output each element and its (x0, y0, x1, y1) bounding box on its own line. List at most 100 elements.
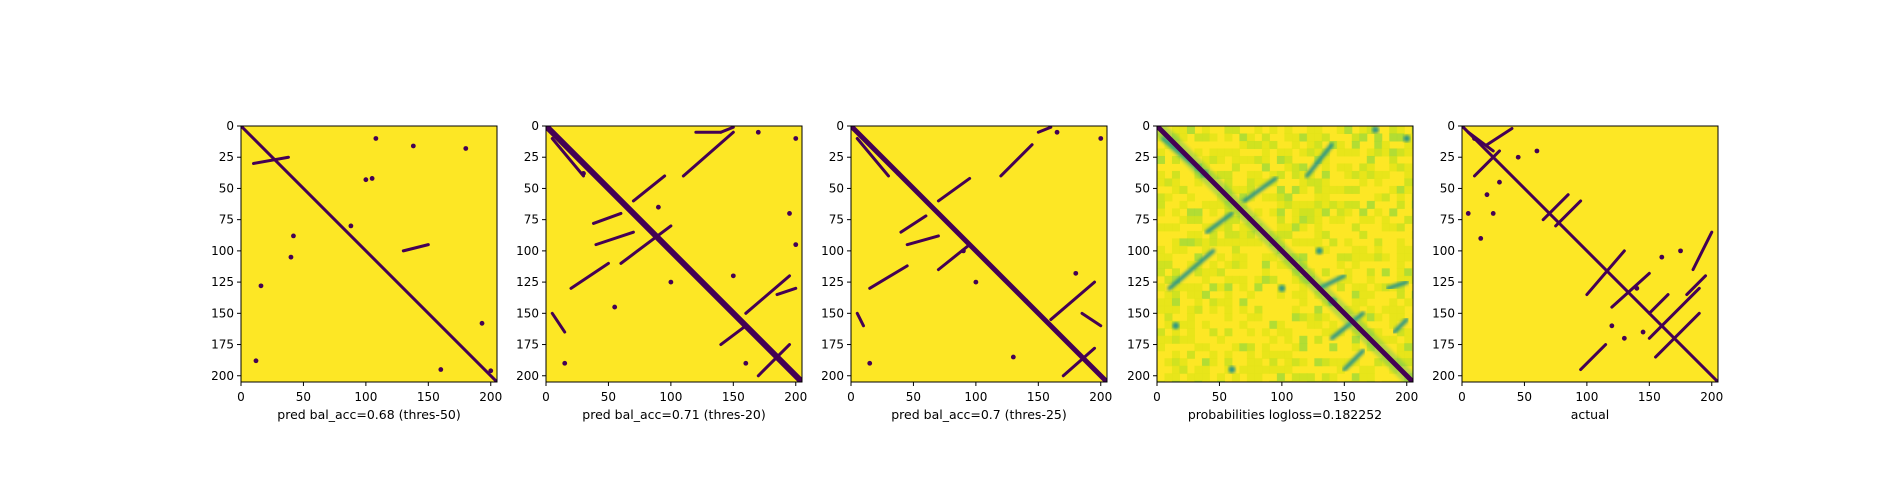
prob-cell (1276, 328, 1285, 337)
prob-cell (1336, 215, 1345, 224)
prob-cell (1171, 268, 1180, 277)
prob-cell (1321, 208, 1330, 217)
prob-cell (1239, 193, 1248, 202)
prob-cell (1224, 290, 1233, 299)
prob-cell (1231, 230, 1240, 239)
prob-cell (1239, 133, 1248, 142)
prob-cell (1216, 283, 1225, 292)
prob-cell (1321, 313, 1330, 322)
prob-cell (1359, 126, 1368, 134)
contact-blob (1073, 270, 1079, 276)
prob-cell (1306, 148, 1315, 157)
heatmap-cells (851, 126, 1107, 382)
prob-cell (1276, 215, 1285, 224)
prob-cell (1276, 185, 1285, 194)
contact-streak (591, 211, 623, 225)
contact-streak (1585, 249, 1626, 297)
contact-blob (787, 211, 792, 216)
x-tick-label: 50 (1517, 390, 1532, 404)
contact-blob (1634, 285, 1640, 291)
prob-cell (1366, 163, 1375, 172)
x-axis-label: pred bal_acc=0.68 (thres-50) (277, 407, 460, 422)
prob-cell (1299, 170, 1308, 179)
prob-cell (1261, 268, 1270, 277)
y-tick-label: 50 (829, 181, 844, 195)
prob-cell (1186, 260, 1195, 269)
prob-cell (1179, 365, 1188, 374)
prob-cell (1157, 208, 1165, 217)
prob-cell (1404, 350, 1413, 359)
prob-cell (1396, 193, 1405, 202)
prob-cell (1224, 178, 1233, 187)
contact-blob (291, 233, 296, 239)
prob-cell (1246, 350, 1255, 359)
contact-blob (612, 304, 618, 310)
prob-cell (1276, 260, 1285, 269)
prob-cell (1254, 126, 1263, 134)
prob-cell (1224, 148, 1233, 157)
prob-cell (1201, 275, 1210, 284)
heatmap-cells (1157, 126, 1413, 382)
prob-cell (1291, 373, 1300, 382)
prob-cell (1276, 320, 1285, 329)
prob-cell (1164, 275, 1173, 284)
prob-cell (1246, 170, 1255, 179)
prob-cell (1291, 290, 1300, 299)
prob-cell (1246, 140, 1255, 149)
prob-cell (1404, 215, 1413, 224)
prob-cell (1194, 283, 1203, 292)
prob-cell (1306, 178, 1315, 187)
prob-cell (1224, 313, 1233, 322)
contact-blob (1678, 248, 1683, 254)
contact-blob (793, 136, 799, 141)
contact-streak (1080, 311, 1103, 328)
prob-cell (1336, 253, 1345, 262)
prob-cell (1186, 313, 1195, 322)
contact-streak (1036, 126, 1053, 134)
prob-cell (1396, 163, 1405, 172)
prob-cell (1389, 148, 1398, 157)
prob-cell (1231, 275, 1240, 284)
prob-cell (1299, 380, 1308, 382)
contact-blob (253, 358, 259, 364)
prob-cell (1231, 185, 1240, 194)
prob-cell (1164, 335, 1173, 344)
prob-cell (1359, 230, 1368, 239)
y-tick-label: 50 (1135, 181, 1150, 195)
y-tick-label: 75 (1440, 213, 1455, 227)
prob-cell (1351, 223, 1360, 232)
prob-cell (1381, 170, 1390, 179)
prob-cell (1291, 358, 1300, 367)
x-axis-label: pred bal_acc=0.7 (thres-25) (891, 407, 1067, 422)
prob-cell (1201, 343, 1210, 352)
prob-cell (1164, 320, 1173, 329)
prob-cell (1171, 335, 1180, 344)
prob-cell (1306, 320, 1315, 329)
prob-cell (1171, 238, 1180, 247)
prob-cell (1336, 365, 1345, 374)
prob-cell (1269, 358, 1278, 367)
prob-cell (1231, 155, 1240, 164)
prob-cell (1224, 305, 1233, 314)
prob-cell (1389, 380, 1398, 382)
prob-cell (1404, 170, 1413, 179)
prob-cell (1157, 343, 1165, 352)
contact-blob (348, 223, 354, 229)
prob-cell (1164, 373, 1173, 382)
prob-cell (1411, 178, 1413, 187)
prob-cell (1239, 260, 1248, 269)
prob-cell (1366, 373, 1375, 382)
heatmap-cells (241, 126, 497, 382)
prob-cell (1366, 126, 1375, 134)
prob-cell (1216, 200, 1225, 209)
prob-cell (1209, 268, 1218, 277)
prob-cell (1216, 253, 1225, 262)
prob-cell (1344, 268, 1353, 277)
y-tick-label: 25 (829, 150, 844, 164)
prob-cell (1157, 178, 1165, 187)
contact-streak (1647, 286, 1701, 340)
prob-cell (1194, 268, 1203, 277)
prob-cell (1351, 133, 1360, 142)
prob-cell (1351, 253, 1360, 262)
prob-cell (1261, 148, 1270, 157)
